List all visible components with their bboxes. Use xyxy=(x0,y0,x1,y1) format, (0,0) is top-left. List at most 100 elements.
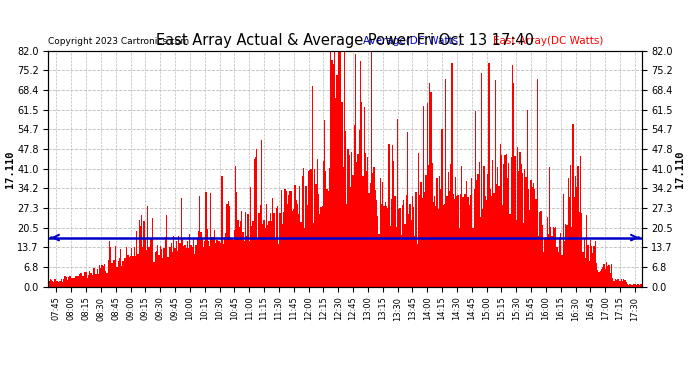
Bar xyxy=(450,164,451,287)
Bar xyxy=(475,111,476,287)
Bar xyxy=(88,275,89,287)
Bar xyxy=(537,79,538,287)
Bar xyxy=(534,189,535,287)
Bar xyxy=(637,284,638,287)
Bar xyxy=(531,180,532,287)
Bar xyxy=(220,243,221,287)
Bar xyxy=(520,164,522,287)
Bar xyxy=(456,196,457,287)
Bar xyxy=(397,119,398,287)
Bar xyxy=(55,279,56,287)
Bar xyxy=(200,232,201,287)
Bar xyxy=(131,248,132,287)
Bar xyxy=(634,284,635,287)
Bar xyxy=(548,234,549,287)
Bar xyxy=(293,209,295,287)
Bar xyxy=(146,250,147,287)
Bar xyxy=(192,247,193,287)
Bar xyxy=(361,102,362,287)
Bar xyxy=(210,193,212,287)
Bar xyxy=(442,129,443,287)
Bar xyxy=(546,217,548,287)
Bar xyxy=(79,274,81,287)
Bar xyxy=(141,215,142,287)
Bar xyxy=(224,237,225,287)
Bar xyxy=(326,189,328,287)
Bar xyxy=(67,280,68,287)
Bar xyxy=(464,194,465,287)
Bar xyxy=(93,268,94,287)
Bar xyxy=(144,220,145,287)
Bar xyxy=(586,215,587,287)
Bar xyxy=(203,247,204,287)
Bar xyxy=(297,204,298,287)
Bar xyxy=(372,173,373,287)
Bar xyxy=(333,63,334,287)
Bar xyxy=(402,205,403,287)
Bar xyxy=(158,255,159,287)
Bar xyxy=(445,79,446,287)
Bar xyxy=(500,144,501,287)
Bar xyxy=(435,206,437,287)
Bar xyxy=(408,214,409,287)
Bar xyxy=(52,281,53,287)
Bar xyxy=(490,189,491,287)
Bar xyxy=(134,247,135,287)
Bar xyxy=(469,205,470,287)
Bar xyxy=(277,206,278,287)
Bar xyxy=(375,190,376,287)
Bar xyxy=(566,225,568,287)
Bar xyxy=(123,261,124,287)
Bar xyxy=(253,159,255,287)
Bar xyxy=(246,236,247,287)
Bar xyxy=(371,52,372,287)
Bar xyxy=(314,170,315,287)
Bar xyxy=(259,206,261,287)
Bar xyxy=(446,196,448,287)
Bar xyxy=(622,281,623,287)
Bar xyxy=(596,263,598,287)
Bar xyxy=(168,257,170,287)
Bar xyxy=(126,247,128,287)
Bar xyxy=(362,176,364,287)
Bar xyxy=(270,213,271,287)
Bar xyxy=(175,248,176,287)
Bar xyxy=(98,274,99,287)
Bar xyxy=(579,212,580,287)
Bar xyxy=(195,245,197,287)
Bar xyxy=(208,241,209,287)
Bar xyxy=(199,196,200,287)
Bar xyxy=(112,260,114,287)
Bar xyxy=(228,201,229,287)
Bar xyxy=(513,83,514,287)
Bar xyxy=(440,189,442,287)
Text: East Array(DC Watts): East Array(DC Watts) xyxy=(493,36,604,46)
Bar xyxy=(172,252,173,287)
Bar xyxy=(114,260,115,287)
Bar xyxy=(507,178,509,287)
Bar xyxy=(585,258,586,287)
Bar xyxy=(188,248,189,287)
Bar xyxy=(257,238,259,287)
Bar xyxy=(64,276,66,287)
Bar xyxy=(411,220,412,287)
Bar xyxy=(230,239,231,287)
Bar xyxy=(342,167,344,287)
Bar xyxy=(135,256,136,287)
Bar xyxy=(273,213,275,287)
Bar xyxy=(58,282,59,287)
Bar xyxy=(83,276,84,287)
Bar xyxy=(460,194,461,287)
Bar xyxy=(486,201,487,287)
Bar xyxy=(148,246,150,287)
Bar xyxy=(495,80,496,287)
Bar xyxy=(484,196,486,287)
Bar xyxy=(104,264,105,287)
Bar xyxy=(377,216,378,287)
Bar xyxy=(433,202,434,287)
Bar xyxy=(271,222,272,287)
Bar xyxy=(51,280,52,287)
Bar xyxy=(106,273,108,287)
Bar xyxy=(523,223,524,287)
Bar xyxy=(179,243,181,287)
